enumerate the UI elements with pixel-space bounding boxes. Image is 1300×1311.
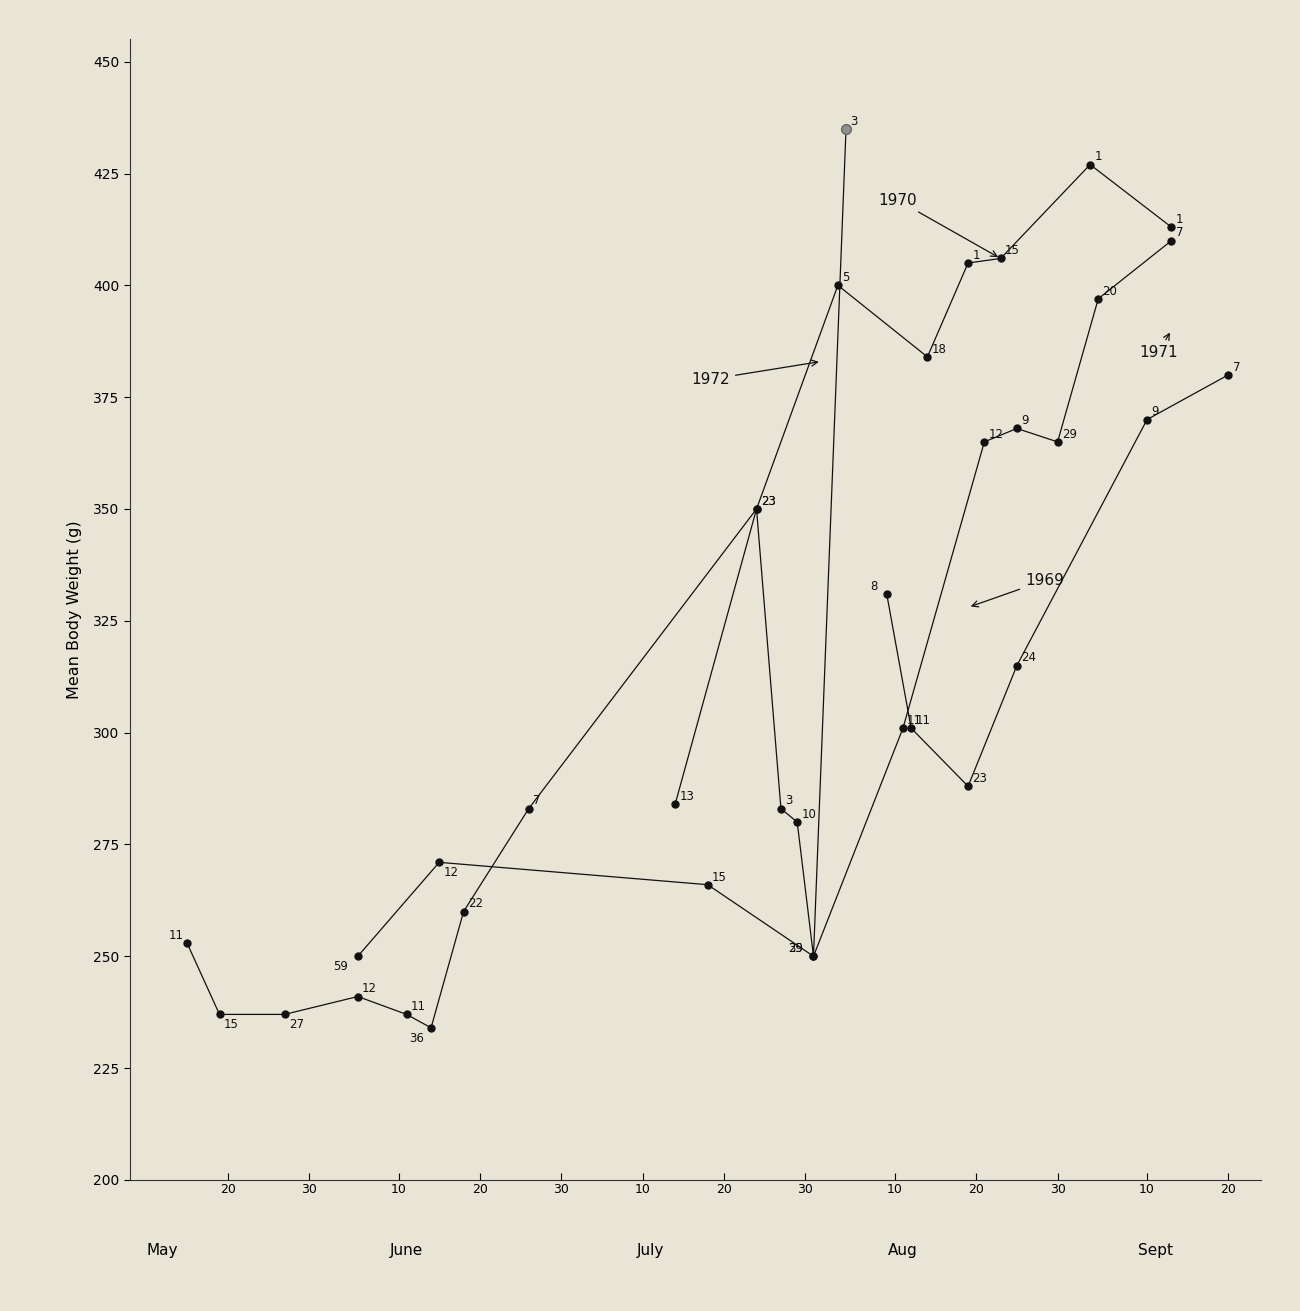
Text: 1: 1	[972, 249, 980, 262]
Text: 20: 20	[1102, 284, 1117, 298]
Text: Aug: Aug	[888, 1243, 918, 1257]
Text: 11: 11	[411, 1000, 426, 1013]
Text: 23: 23	[760, 494, 776, 507]
Text: 7: 7	[1175, 227, 1183, 240]
Text: 23: 23	[972, 772, 987, 785]
Text: 27: 27	[289, 1019, 304, 1032]
Text: 35: 35	[789, 943, 803, 956]
Text: 1970: 1970	[879, 193, 997, 257]
Y-axis label: Mean Body Weight (g): Mean Body Weight (g)	[68, 520, 82, 699]
Text: 10: 10	[801, 808, 816, 821]
Text: 29: 29	[1062, 427, 1076, 440]
Text: 9: 9	[1152, 405, 1158, 418]
Text: 11: 11	[907, 714, 922, 728]
Text: 1971: 1971	[1139, 334, 1178, 361]
Text: 11: 11	[915, 714, 931, 728]
Text: 7: 7	[533, 794, 541, 808]
Text: 22: 22	[468, 897, 482, 910]
Text: 1: 1	[1175, 212, 1183, 225]
Text: 9: 9	[1020, 414, 1028, 427]
Text: 11: 11	[169, 928, 183, 941]
Text: 36: 36	[408, 1032, 424, 1045]
Text: May: May	[147, 1243, 178, 1257]
Text: Sept: Sept	[1138, 1243, 1173, 1257]
Text: 15: 15	[224, 1019, 238, 1032]
Text: 18: 18	[932, 342, 946, 355]
Text: 1: 1	[1095, 151, 1102, 164]
Text: 8: 8	[870, 579, 878, 593]
Text: June: June	[390, 1243, 424, 1257]
Text: 15: 15	[712, 871, 727, 884]
Text: 13: 13	[680, 791, 694, 804]
Text: 12: 12	[361, 982, 377, 995]
Text: 7: 7	[1232, 361, 1240, 374]
Text: 29: 29	[789, 943, 803, 956]
Text: 23: 23	[760, 494, 776, 507]
Text: 5: 5	[842, 271, 849, 284]
Text: July: July	[637, 1243, 664, 1257]
Text: 12: 12	[443, 867, 459, 880]
Text: 1969: 1969	[972, 573, 1063, 607]
Text: 15: 15	[1005, 244, 1019, 257]
Text: 12: 12	[988, 427, 1004, 440]
Text: 24: 24	[1020, 652, 1036, 665]
Text: 3: 3	[785, 794, 793, 808]
Text: 1972: 1972	[692, 361, 818, 387]
Text: 59: 59	[333, 960, 347, 973]
Text: 3: 3	[850, 114, 858, 127]
